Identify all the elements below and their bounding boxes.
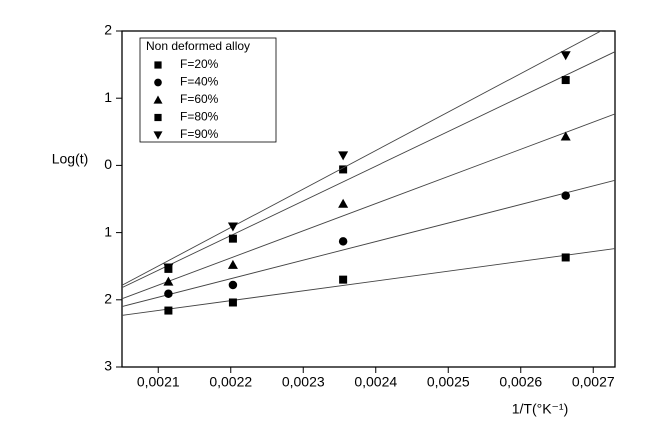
legend-label: F=20% <box>180 57 219 71</box>
point <box>163 263 174 273</box>
point <box>164 306 173 315</box>
y-tick-label: 2 <box>104 22 112 38</box>
legend-marker <box>153 131 163 140</box>
point <box>228 234 237 243</box>
y-tick-label: 3 <box>104 358 112 374</box>
x-tick-label: 0,0021 <box>137 374 180 390</box>
legend-marker <box>154 113 162 122</box>
point <box>228 280 238 290</box>
x-axis-label: 1/T(°K⁻¹) <box>512 401 569 417</box>
x-tick-label: 0,0022 <box>209 374 252 390</box>
point <box>338 151 349 161</box>
fit-line <box>122 179 615 307</box>
point <box>561 191 570 200</box>
fit-line <box>122 248 615 316</box>
y-tick-label: 2 <box>104 291 112 307</box>
point <box>560 51 571 61</box>
legend-title: Non deformed alloy <box>146 39 250 53</box>
x-tick-label: 0,0024 <box>354 374 397 390</box>
legend-marker <box>154 78 162 87</box>
x-tick-label: 0,0027 <box>572 374 615 390</box>
legend-label: F=40% <box>180 75 219 89</box>
point <box>560 131 571 141</box>
legend-label: F=80% <box>180 110 219 124</box>
legend-label: F=90% <box>180 127 219 141</box>
legend-label: F=60% <box>180 92 219 106</box>
x-tick-label: 0,0026 <box>499 374 542 390</box>
legend-box <box>139 37 277 143</box>
fit-line <box>122 51 615 289</box>
point <box>561 76 570 85</box>
point <box>338 237 348 246</box>
point <box>227 222 238 232</box>
legend-marker <box>153 95 163 104</box>
fit-line <box>122 113 615 300</box>
plot-frame <box>121 30 616 368</box>
x-tick-label: 0,0023 <box>282 374 325 390</box>
y-axis-label: Log(t) <box>52 151 89 167</box>
point <box>338 198 349 208</box>
point <box>561 253 570 262</box>
x-tick-label: 0,0025 <box>427 374 470 390</box>
legend-marker <box>154 61 162 69</box>
point <box>339 165 348 174</box>
point <box>164 289 173 299</box>
point <box>339 275 348 284</box>
y-tick-label: 1 <box>104 223 112 239</box>
y-tick-label: 0 <box>104 156 112 172</box>
point <box>227 259 238 269</box>
point <box>228 298 237 307</box>
point <box>163 276 174 286</box>
fit-line <box>122 31 602 286</box>
y-tick-label: 1 <box>104 89 112 105</box>
